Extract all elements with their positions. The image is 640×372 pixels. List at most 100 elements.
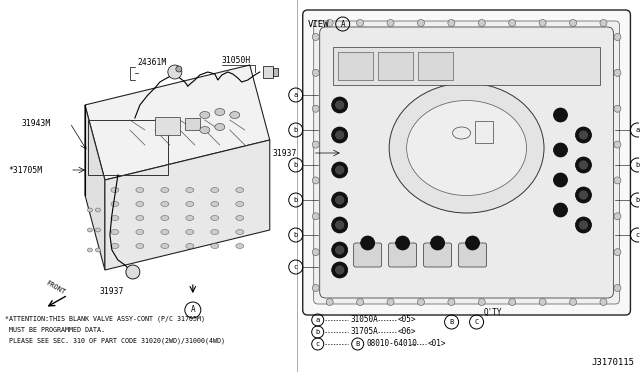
Circle shape <box>600 298 607 305</box>
Circle shape <box>335 100 345 110</box>
Polygon shape <box>85 105 105 270</box>
Circle shape <box>579 190 588 200</box>
Ellipse shape <box>111 215 119 221</box>
Circle shape <box>361 236 374 250</box>
Ellipse shape <box>186 215 194 221</box>
Text: 08010-64010: 08010-64010 <box>367 340 417 349</box>
Ellipse shape <box>136 230 144 234</box>
Ellipse shape <box>95 228 100 232</box>
Circle shape <box>335 130 345 140</box>
FancyBboxPatch shape <box>424 243 452 267</box>
Circle shape <box>326 19 333 26</box>
Circle shape <box>579 220 588 230</box>
Circle shape <box>326 298 333 305</box>
Ellipse shape <box>186 244 194 248</box>
Circle shape <box>614 69 621 76</box>
Bar <box>88 120 168 175</box>
Circle shape <box>570 298 577 305</box>
Bar <box>338 52 372 80</box>
Bar <box>273 68 278 76</box>
Text: FRONT: FRONT <box>45 279 67 295</box>
Ellipse shape <box>211 187 219 192</box>
Text: *ATTENTION:THIS BLANK VALVE ASSY-CONT (P/C 31705M): *ATTENTION:THIS BLANK VALVE ASSY-CONT (P… <box>5 316 205 323</box>
Circle shape <box>312 177 319 184</box>
Ellipse shape <box>211 215 219 221</box>
Circle shape <box>539 19 546 26</box>
Circle shape <box>332 127 348 143</box>
Circle shape <box>335 165 345 175</box>
Text: Q'TY: Q'TY <box>483 308 502 317</box>
Circle shape <box>554 143 568 157</box>
Text: b: b <box>294 127 298 133</box>
Ellipse shape <box>186 230 194 234</box>
Circle shape <box>312 141 319 148</box>
FancyBboxPatch shape <box>303 10 630 315</box>
Text: A: A <box>340 19 345 29</box>
Ellipse shape <box>200 126 210 134</box>
Text: 31937: 31937 <box>100 286 124 295</box>
FancyBboxPatch shape <box>459 243 486 267</box>
Ellipse shape <box>236 244 244 248</box>
Circle shape <box>312 33 319 41</box>
Circle shape <box>312 248 319 256</box>
Circle shape <box>448 19 455 26</box>
Circle shape <box>614 213 621 220</box>
Circle shape <box>575 157 591 173</box>
Ellipse shape <box>215 109 225 115</box>
Ellipse shape <box>88 228 92 232</box>
Ellipse shape <box>230 112 240 119</box>
Circle shape <box>579 160 588 170</box>
Circle shape <box>554 108 568 122</box>
Ellipse shape <box>161 230 169 234</box>
Ellipse shape <box>161 202 169 206</box>
Ellipse shape <box>161 187 169 192</box>
Text: a: a <box>294 92 298 98</box>
Circle shape <box>600 19 607 26</box>
Bar <box>418 52 452 80</box>
Circle shape <box>387 19 394 26</box>
Ellipse shape <box>136 244 144 248</box>
Ellipse shape <box>95 208 100 212</box>
Text: 31937: 31937 <box>273 148 297 157</box>
Circle shape <box>614 105 621 112</box>
Circle shape <box>539 298 546 305</box>
Text: MUST BE PROGRAMMED DATA.: MUST BE PROGRAMMED DATA. <box>5 327 105 333</box>
Circle shape <box>509 298 516 305</box>
Text: a: a <box>316 317 320 323</box>
Text: b: b <box>294 197 298 203</box>
Ellipse shape <box>161 244 169 248</box>
Circle shape <box>417 298 424 305</box>
Circle shape <box>332 242 348 258</box>
Circle shape <box>448 298 455 305</box>
Ellipse shape <box>111 187 119 192</box>
Ellipse shape <box>88 208 92 212</box>
Ellipse shape <box>236 202 244 206</box>
Circle shape <box>431 236 445 250</box>
Ellipse shape <box>111 230 119 234</box>
Ellipse shape <box>136 187 144 192</box>
Circle shape <box>554 203 568 217</box>
Ellipse shape <box>136 202 144 206</box>
Polygon shape <box>105 140 269 270</box>
Circle shape <box>614 33 621 41</box>
Bar <box>185 118 200 130</box>
Circle shape <box>332 97 348 113</box>
Circle shape <box>509 19 516 26</box>
Circle shape <box>575 127 591 143</box>
Ellipse shape <box>200 112 210 119</box>
FancyBboxPatch shape <box>388 243 417 267</box>
Ellipse shape <box>236 215 244 221</box>
FancyBboxPatch shape <box>314 21 620 304</box>
Circle shape <box>465 236 479 250</box>
Bar <box>475 121 493 143</box>
Text: b: b <box>316 329 320 335</box>
Ellipse shape <box>236 187 244 192</box>
Ellipse shape <box>88 248 92 252</box>
Ellipse shape <box>186 187 194 192</box>
Text: VIEW: VIEW <box>308 20 329 29</box>
Ellipse shape <box>236 230 244 234</box>
Circle shape <box>614 248 621 256</box>
Bar <box>263 66 273 78</box>
Bar <box>333 47 600 85</box>
Circle shape <box>614 285 621 292</box>
